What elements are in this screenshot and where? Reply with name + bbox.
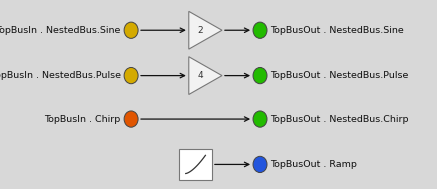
Text: TopBusOut . Ramp: TopBusOut . Ramp [271,160,357,169]
Text: TopBusIn . NestedBus.Pulse: TopBusIn . NestedBus.Pulse [0,71,121,80]
Text: TopBusOut . NestedBus.Pulse: TopBusOut . NestedBus.Pulse [271,71,409,80]
Text: TopBusOut . NestedBus.Chirp: TopBusOut . NestedBus.Chirp [271,115,409,124]
Ellipse shape [253,22,267,38]
Bar [179,149,212,180]
Ellipse shape [124,22,138,38]
Ellipse shape [124,67,138,84]
Polygon shape [189,11,222,49]
Ellipse shape [253,67,267,84]
Polygon shape [189,57,222,94]
Ellipse shape [253,156,267,173]
Ellipse shape [124,111,138,127]
Ellipse shape [253,111,267,127]
Text: TopBusOut . NestedBus.Sine: TopBusOut . NestedBus.Sine [271,26,404,35]
Text: 2: 2 [198,26,203,35]
Text: TopBusIn . NestedBus.Sine: TopBusIn . NestedBus.Sine [0,26,121,35]
Text: 4: 4 [198,71,203,80]
Text: TopBusIn . Chirp: TopBusIn . Chirp [45,115,121,124]
